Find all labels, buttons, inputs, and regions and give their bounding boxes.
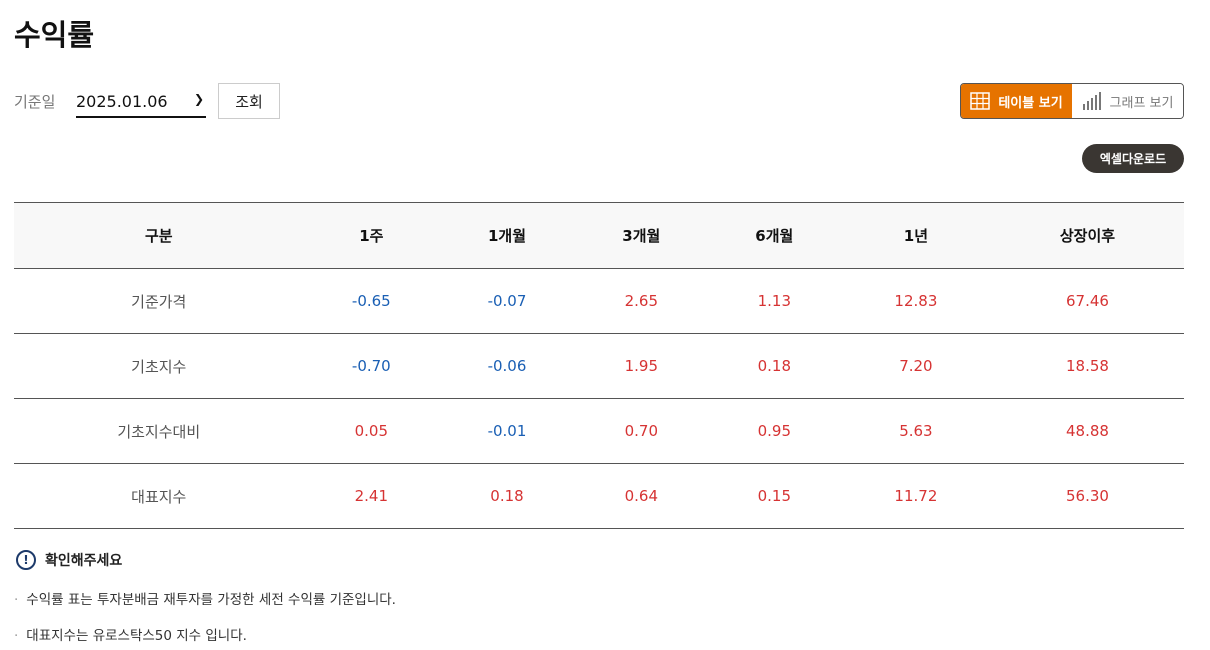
return-value: -0.70 xyxy=(303,333,440,399)
return-value: 18.58 xyxy=(990,333,1184,399)
row-label: 기초지수 xyxy=(14,333,304,399)
return-value: 0.15 xyxy=(707,463,841,529)
header-cell: 1개월 xyxy=(439,202,575,269)
return-value: 0.70 xyxy=(574,398,708,464)
row-label: 대표지수 xyxy=(14,463,304,529)
notice-item: · 대표지수는 유로스탁스50 지수 입니다. xyxy=(14,628,247,644)
chevron-down-icon: ❯ xyxy=(193,92,204,106)
info-icon: ! xyxy=(16,550,36,570)
return-value: 0.18 xyxy=(707,333,841,399)
search-button[interactable]: 조회 xyxy=(218,83,280,119)
return-value: 48.88 xyxy=(990,398,1184,464)
return-value: -0.06 xyxy=(439,333,575,399)
header-cell: 1년 xyxy=(840,202,991,269)
graph-view-label: 그래프 보기 xyxy=(1109,95,1174,111)
return-value: 2.65 xyxy=(574,268,708,334)
return-value: -0.07 xyxy=(439,268,575,334)
view-toggle: 테이블 보기 그래프 보기 xyxy=(960,83,1184,119)
date-label: 기준일 xyxy=(14,93,56,111)
table-view-button[interactable]: 테이블 보기 xyxy=(961,84,1072,118)
date-select[interactable]: 2025.01.06 ❯ xyxy=(76,84,206,118)
table-view-label: 테이블 보기 xyxy=(998,95,1063,111)
return-value: 0.05 xyxy=(303,398,440,464)
notice-heading: ! 확인해주세요 xyxy=(16,550,122,570)
page-title: 수익률 xyxy=(14,18,95,52)
graph-view-button[interactable]: 그래프 보기 xyxy=(1072,84,1183,118)
table-row: 대표지수 2.41 0.18 0.64 0.15 11.72 56.30 xyxy=(14,463,1184,529)
excel-download-button[interactable]: 엑셀다운로드 xyxy=(1082,144,1184,173)
notice-text: 수익률 표는 투자분배금 재투자를 가정한 세전 수익률 기준입니다. xyxy=(26,592,396,608)
return-value: 0.95 xyxy=(707,398,841,464)
row-label: 기초지수대비 xyxy=(14,398,304,464)
return-value: 2.41 xyxy=(303,463,440,529)
table-row: 기준가격 -0.65 -0.07 2.65 1.13 12.83 67.46 xyxy=(14,268,1184,334)
returns-table: 구분 1주 1개월 3개월 6개월 1년 상장이후 기준가격 -0.65 -0.07… xyxy=(14,202,1184,529)
table-icon xyxy=(970,92,991,110)
return-value: 67.46 xyxy=(990,268,1184,334)
return-value: 1.13 xyxy=(707,268,841,334)
return-value: -0.65 xyxy=(303,268,440,334)
header-cell: 상장이후 xyxy=(990,202,1184,269)
header-cell: 구분 xyxy=(14,202,304,269)
notice-text: 대표지수는 유로스탁스50 지수 입니다. xyxy=(26,628,247,644)
return-value: -0.01 xyxy=(439,398,575,464)
return-value: 56.30 xyxy=(990,463,1184,529)
return-value: 0.18 xyxy=(439,463,575,529)
bar-graph-icon xyxy=(1082,92,1101,110)
notice-item: · 수익률 표는 투자분배금 재투자를 가정한 세전 수익률 기준입니다. xyxy=(14,592,396,608)
return-value: 12.83 xyxy=(840,268,991,334)
header-cell: 3개월 xyxy=(574,202,708,269)
notice-title: 확인해주세요 xyxy=(45,553,123,569)
return-value: 1.95 xyxy=(574,333,708,399)
return-value: 5.63 xyxy=(840,398,991,464)
header-cell: 1주 xyxy=(303,202,440,269)
return-value: 0.64 xyxy=(574,463,708,529)
return-value: 11.72 xyxy=(840,463,991,529)
date-value: 2025.01.06 xyxy=(76,92,168,111)
table-row: 기초지수대비 0.05 -0.01 0.70 0.95 5.63 48.88 xyxy=(14,398,1184,464)
return-value: 7.20 xyxy=(840,333,991,399)
table-row: 기초지수 -0.70 -0.06 1.95 0.18 7.20 18.58 xyxy=(14,333,1184,399)
row-label: 기준가격 xyxy=(14,268,304,334)
header-cell: 6개월 xyxy=(707,202,841,269)
